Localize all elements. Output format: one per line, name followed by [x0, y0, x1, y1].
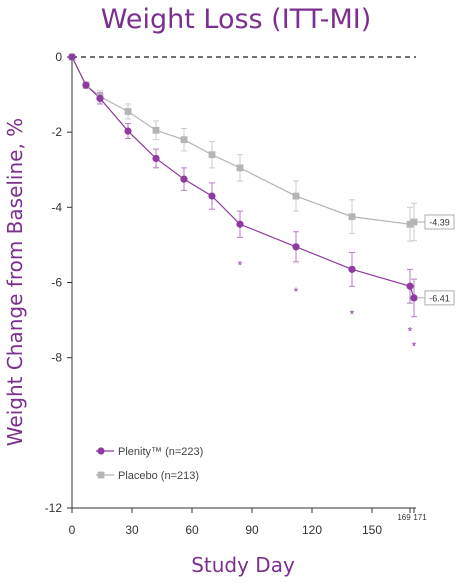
legend-marker-plenity [97, 447, 105, 455]
y-tick-label: 0 [55, 50, 62, 64]
x-tick-label: 30 [125, 523, 139, 537]
placebo-point [406, 220, 414, 228]
y-tick-label: -6 [51, 276, 62, 290]
y-axis-label: Weight Change from Baseline, % [3, 118, 27, 446]
plenity-point [152, 154, 160, 163]
placebo-point [208, 151, 216, 159]
placebo-point [236, 164, 244, 172]
x-tick-label-small: 169 [397, 513, 411, 522]
series-markers [68, 53, 418, 302]
y-tick-label: -2 [51, 125, 62, 139]
placebo-point [124, 108, 132, 115]
plenity-point [236, 220, 244, 228]
plenity-point [82, 81, 90, 89]
significance-marker: * [238, 259, 243, 273]
legend-label: Plenity™ (n=223) [118, 446, 203, 458]
error-bars [83, 81, 417, 318]
placebo-point [292, 192, 300, 200]
plenity-point [180, 175, 188, 183]
placebo-point [410, 218, 418, 226]
legend-label: Placebo (n=213) [118, 470, 199, 482]
y-tick-label: -12 [45, 501, 63, 515]
legend: Plenity™ (n=223) Placebo (n=213) [96, 446, 203, 482]
x-tick-label: 90 [245, 523, 259, 537]
placebo-point [152, 126, 160, 134]
y-tick-label: -4 [51, 200, 62, 214]
plenity-point [96, 94, 104, 102]
x-tick-label: 150 [362, 523, 382, 537]
x-tick-label: 60 [185, 523, 199, 537]
placebo-line [71, 56, 415, 225]
x-axis-label: Study Day [191, 553, 295, 577]
series-lines [71, 56, 415, 299]
end-label-box [424, 214, 455, 230]
plenity-point [406, 282, 414, 290]
legend-marker-placebo [97, 471, 105, 479]
significance-marker: * [412, 340, 417, 354]
significance-marker: * [294, 285, 299, 299]
placebo-point [348, 213, 356, 221]
end-value-label: -6.41 [429, 293, 450, 303]
plenity-point [124, 127, 132, 135]
plenity-point [410, 294, 418, 302]
plenity-line [71, 56, 415, 299]
x-tick-label-small: 171 [413, 513, 427, 522]
significance-marker: * [408, 324, 413, 338]
x-tick-label: 120 [302, 523, 322, 537]
plenity-point [348, 265, 356, 273]
end-label-box [424, 290, 455, 306]
placebo-point [180, 136, 188, 144]
y-tick-label: -8 [51, 351, 62, 365]
plenity-point [208, 192, 216, 200]
plenity-point [292, 243, 300, 251]
significance-marker: * [350, 308, 355, 322]
x-tick-label: 0 [69, 523, 76, 537]
axes: 0 30 60 90 120 150 169 171 0 -2 -4 -6 -8 -12 [45, 50, 428, 537]
plenity-point [68, 53, 76, 61]
chart-title: Weight Loss (ITT-MI) [101, 4, 372, 35]
end-value-label: -4.39 [429, 217, 450, 227]
annotations: -4.39 -6.41 * * * * * [238, 214, 455, 354]
